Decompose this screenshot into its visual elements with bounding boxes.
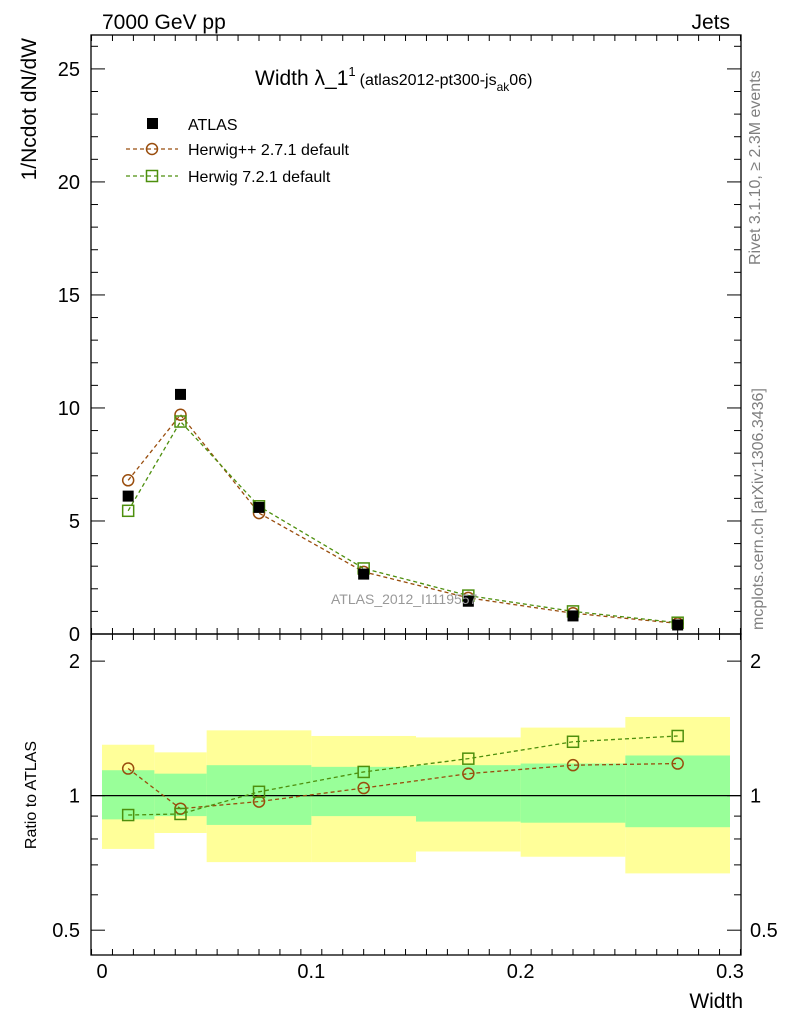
- atlas-point-4: [462, 595, 474, 607]
- mcplots-label: mcplots.cern.ch [arXiv:1306.3436]: [750, 388, 767, 630]
- legend-item-herwigpp: Herwig++ 2.7.1 default: [126, 142, 350, 159]
- legend-marker-atlas: [147, 118, 158, 129]
- band-inner-6: [625, 755, 730, 828]
- main-herwigpp-point-1-0: [121, 474, 135, 487]
- legend-label-herwig7: Herwig 7.2.1 default: [188, 169, 331, 186]
- ratio-frame: [90, 633, 742, 956]
- legend-item-herwig7: Herwig 7.2.1 default: [126, 169, 331, 186]
- x-tick-label-1: 0.1: [297, 961, 325, 983]
- plot-title-paren: (atlas2012-pt300-js: [360, 72, 497, 89]
- ratio-herwigpp-point-1-5: [566, 758, 580, 772]
- atlas-point-2: [253, 501, 265, 513]
- plot-title-main: Width λ_1: [255, 67, 348, 90]
- band-inner-5: [520, 763, 626, 823]
- ratio-tick-label-right-0: 0.5: [750, 920, 778, 942]
- main-herwig7-point-2-1: [174, 415, 187, 428]
- atlas-point-5: [567, 610, 579, 622]
- y-tick-label-3: 15: [58, 285, 80, 307]
- y-tick-label-1: 5: [69, 511, 80, 533]
- atlas-point-3: [358, 568, 370, 580]
- band-inner-0: [102, 770, 155, 820]
- ratio-herwig7-line-2: [128, 735, 678, 816]
- legend-item-atlas: ATLAS: [147, 117, 238, 134]
- ratio-herwigpp-point-1-6: [671, 757, 684, 770]
- ratio-herwig7-point-2-0: [121, 808, 135, 822]
- y-tick-label-0: 0: [69, 624, 80, 646]
- analysis-watermark: ATLAS_2012_I1119557: [331, 591, 478, 607]
- ratio-herwig7-point-2-4: [462, 752, 475, 765]
- x-tick-label-0: 0: [96, 961, 107, 983]
- y-tick-label-4: 20: [58, 172, 80, 194]
- ratio-herwig7-point-2-3: [357, 765, 370, 779]
- ratio-herwig7-point-2-1: [174, 807, 187, 821]
- band-inner-4: [416, 765, 521, 822]
- legend-label-herwigpp: Herwig++ 2.7.1 default: [188, 142, 350, 159]
- plot-title-close: 06): [509, 72, 532, 89]
- atlas-point-1: [175, 388, 186, 400]
- main-herwigpp-point-1-1: [174, 408, 187, 421]
- x-axis-label: Width: [689, 990, 743, 1013]
- ratio-herwig7-point-2-2: [252, 785, 266, 799]
- y-tick-label-5: 25: [58, 59, 80, 81]
- plot-title-sub: ak: [497, 80, 511, 94]
- category-label: Jets: [691, 11, 730, 34]
- energy-label: 7000 GeV pp: [102, 11, 226, 34]
- ratio-tick-label-left-1: 1: [69, 786, 80, 808]
- y-tick-label-2: 10: [58, 398, 80, 420]
- main-herwig7-point-2-0: [121, 504, 135, 518]
- ratio-tick-label-left-2: 2: [69, 651, 80, 673]
- x-tick-label-3: 0.3: [716, 961, 744, 983]
- legend-label-atlas: ATLAS: [188, 117, 238, 134]
- rivet-version-label: Rivet 3.1.10, ≥ 2.3M events: [747, 70, 764, 265]
- legend-marker-herwig7: [145, 169, 159, 183]
- ratio-tick-label-right-2: 2: [750, 651, 761, 673]
- ratio-herwig7-point-2-5: [566, 735, 580, 749]
- ratio-herwigpp-point-1-2: [252, 795, 266, 808]
- x-tick-label-2: 0.2: [507, 961, 535, 983]
- ratio-axis-label: Ratio to ATLAS: [23, 741, 40, 849]
- ratio-panel: 0 0.1 0.2 0.3 0.5 0.5 1 1 2 2: [52, 633, 778, 983]
- ratio-herwig7-point-2-6: [671, 729, 684, 743]
- ratio-herwigpp-point-1-3: [357, 781, 370, 795]
- plot-title: Width λ_11 (atlas2012-pt300-jsak06): [255, 64, 532, 94]
- atlas-point-0: [122, 490, 134, 502]
- ratio-tick-label-right-1: 1: [750, 786, 761, 808]
- band-inner-3: [311, 766, 416, 817]
- ratio-herwigpp-point-1-4: [462, 767, 475, 780]
- ratio-tick-label-left-0: 0.5: [52, 920, 80, 942]
- main-panel: 0 5 10 15 20 25: [58, 34, 742, 646]
- y-axis-label: 1/Ncdot dN/dW: [18, 38, 41, 181]
- legend: ATLAS Herwig++ 2.7.1 default Herwig 7.2.…: [126, 117, 350, 186]
- legend-marker-herwigpp: [145, 142, 159, 156]
- atlas-point-6: [672, 619, 684, 631]
- plot-title-sup: 1: [348, 64, 355, 79]
- ratio-herwigpp-point-1-0: [121, 762, 135, 775]
